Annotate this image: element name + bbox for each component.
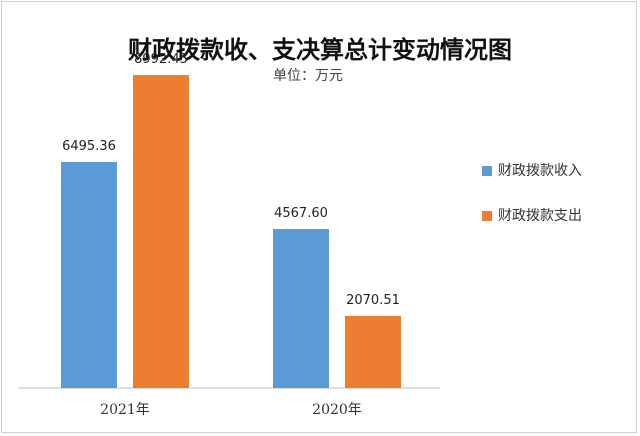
bar-expense-1 bbox=[345, 315, 401, 388]
chart-subtitle: 单位：万元 bbox=[273, 68, 343, 84]
data-label-expense-0: 8992.45 bbox=[134, 52, 188, 67]
chart-title: 财政拨款收、支决算总计变动情况图 bbox=[128, 35, 512, 64]
data-label-income-0: 6495.36 bbox=[62, 139, 116, 154]
bar-income-1 bbox=[273, 229, 329, 388]
x-tick-label-1: 2020年 bbox=[312, 402, 362, 418]
x-tick-label-0: 2021年 bbox=[100, 402, 150, 418]
legend-swatch-expense bbox=[482, 211, 492, 221]
bars-group: 6495.36 8992.45 2021年 4567.60 2070.51 2020年 bbox=[61, 52, 401, 418]
data-label-income-1: 4567.60 bbox=[274, 206, 328, 221]
legend-label-income: 财政拨款收入 bbox=[498, 163, 582, 179]
data-label-expense-1: 2070.51 bbox=[346, 293, 400, 308]
legend-label-expense: 财政拨款支出 bbox=[498, 208, 582, 224]
bar-income-0 bbox=[61, 161, 117, 388]
bar-expense-0 bbox=[133, 75, 189, 388]
legend-swatch-income bbox=[482, 166, 492, 176]
